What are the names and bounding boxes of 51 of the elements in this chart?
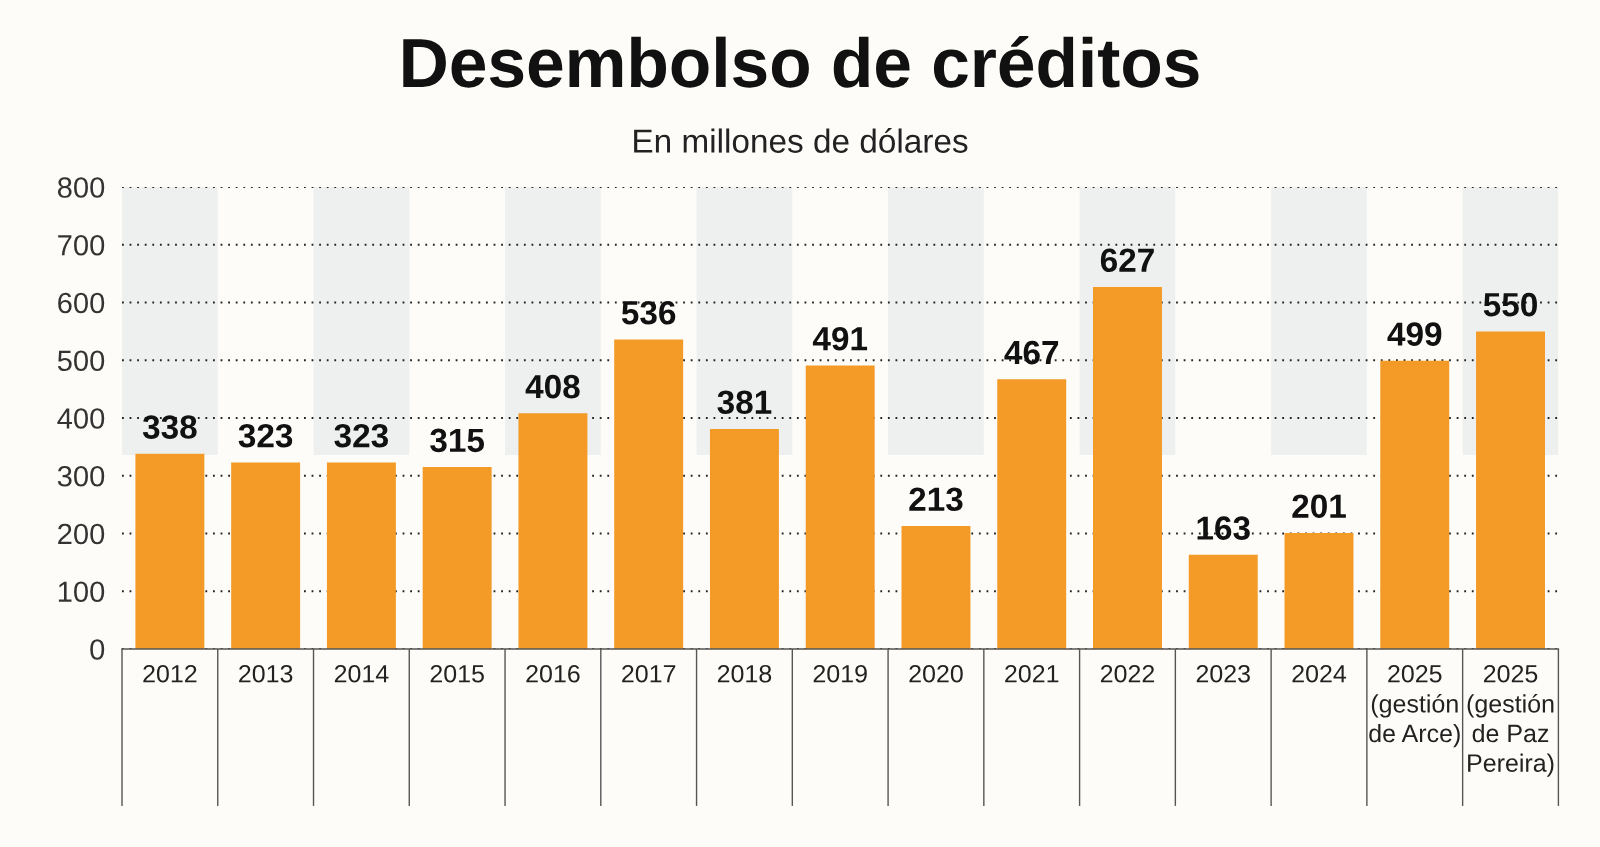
y-tick-label: 400 [57, 408, 105, 429]
data-label: 627 [1100, 248, 1154, 272]
bar [901, 525, 971, 649]
bar [1284, 532, 1354, 649]
bar [997, 379, 1067, 649]
bar [231, 462, 301, 649]
bar [422, 467, 492, 649]
data-label: 213 [909, 487, 963, 512]
data-label: 467 [1004, 340, 1059, 365]
y-tick-label: 600 [58, 292, 105, 314]
bar [1380, 360, 1450, 649]
chart-title: Desembolso de créditos [403, 36, 1199, 88]
x-tick-label: 2014 [334, 664, 389, 683]
chart-subtitle: En millones de dólares [634, 128, 968, 153]
x-tick-label: 2012 [143, 664, 197, 683]
data-label: 323 [334, 423, 389, 448]
data-label: 163 [1197, 516, 1250, 540]
x-tick-label: 2017 [622, 664, 676, 683]
y-tick-label: 700 [58, 234, 105, 256]
bar [1188, 554, 1258, 649]
x-tick-label: 2016 [526, 664, 580, 683]
data-label: 550 [1483, 292, 1537, 317]
data-label: 499 [1387, 322, 1442, 346]
data-label: 536 [621, 300, 676, 325]
data-label: 381 [717, 390, 772, 415]
y-tick-label: 500 [57, 350, 105, 372]
x-tick-label: 2020 [909, 664, 963, 683]
x-tick-label: 2013 [239, 664, 293, 683]
y-tick-label: 200 [58, 523, 105, 545]
bar [614, 339, 684, 649]
data-label: 338 [142, 415, 197, 439]
bar [326, 462, 396, 649]
data-label: 315 [430, 428, 485, 453]
y-tick-label: 800 [57, 177, 105, 198]
x-tick-label: 2019 [813, 664, 867, 683]
x-tick-label: 2025 (gestión de Paz Pereira) [1467, 664, 1554, 777]
x-tick-label: 2015 [430, 664, 484, 683]
x-tick-label: 2022 [1100, 664, 1155, 683]
x-tick-label: 2025 (gestión de Arce) [1369, 664, 1460, 748]
y-tick-label: 0 [90, 639, 105, 660]
x-tick-label: 2024 [1292, 664, 1347, 683]
x-tick-label: 2021 [1005, 664, 1059, 683]
x-tick-label: 2018 [717, 664, 772, 683]
y-tick-label: 100 [58, 581, 105, 603]
data-label: 491 [812, 326, 868, 351]
data-label: 201 [1292, 494, 1346, 518]
data-label: 323 [238, 423, 293, 448]
x-tick-label: 2023 [1196, 664, 1250, 683]
data-label: 408 [525, 374, 580, 399]
bar [805, 365, 875, 649]
y-tick-label: 300 [57, 465, 105, 487]
